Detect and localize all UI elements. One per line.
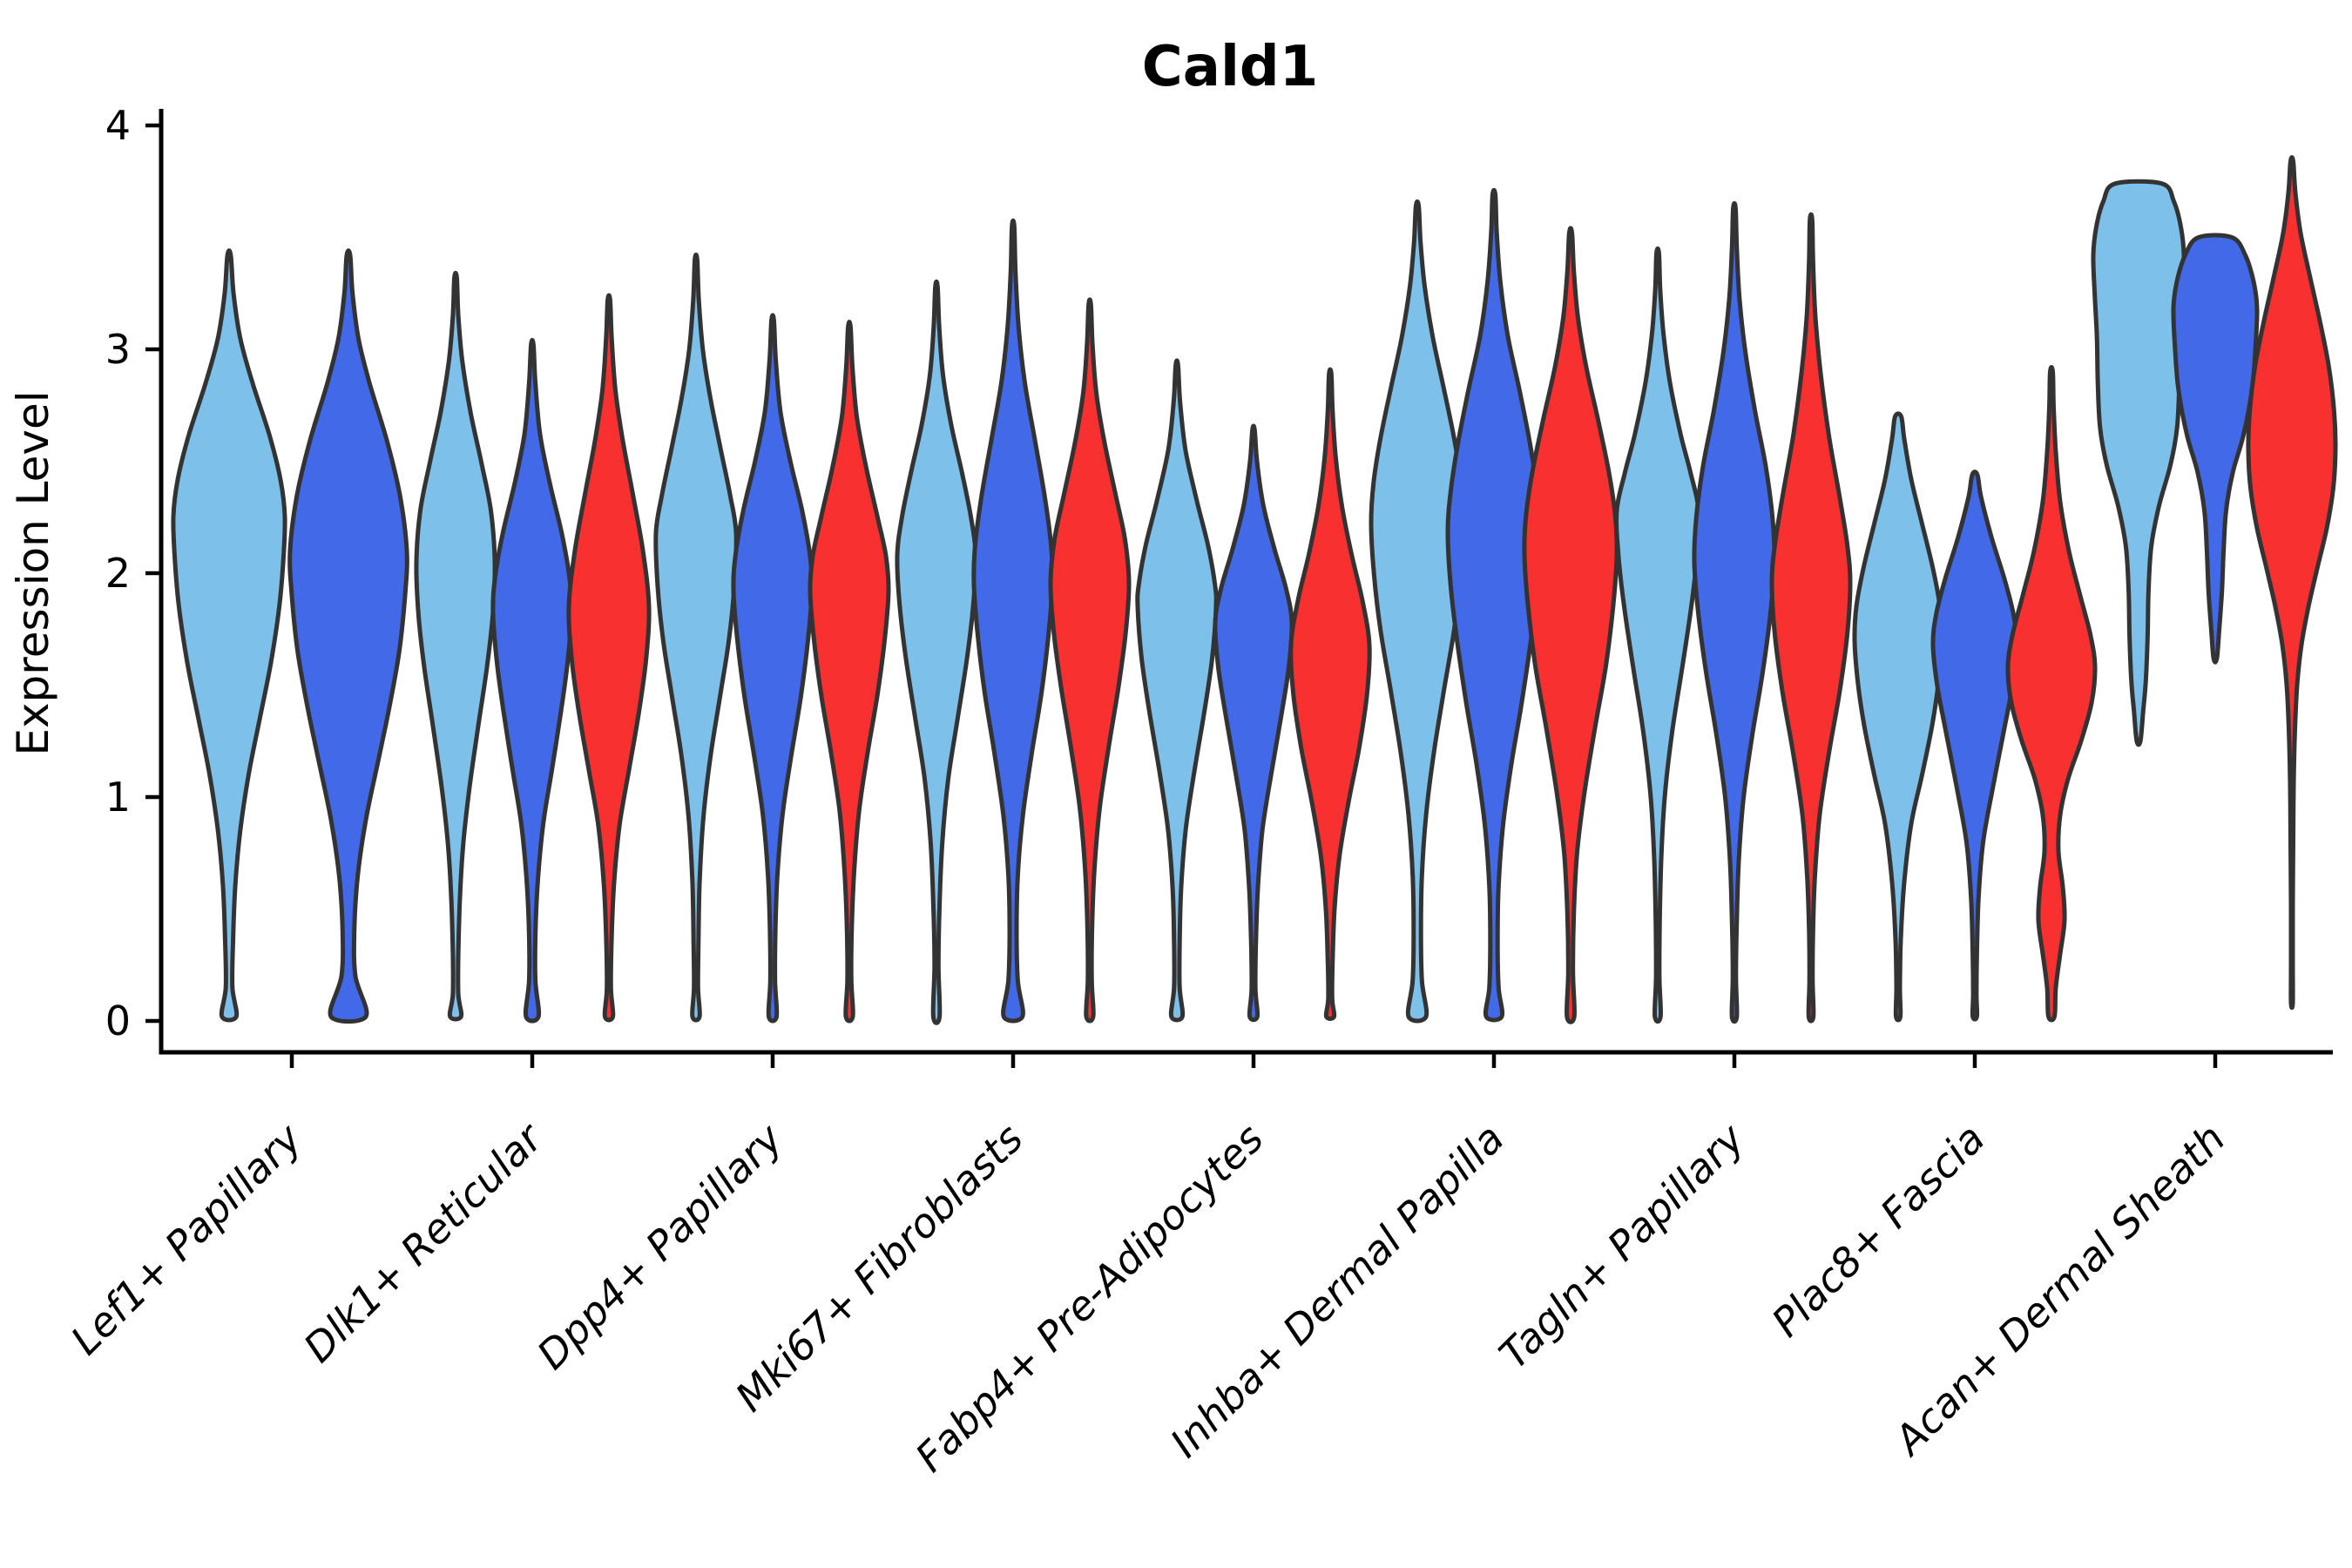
x-tick-label: Plac8+ Fascia: [1762, 1115, 1993, 1346]
violin-tagln-skyblue: [1614, 246, 1701, 1024]
y-tick-label: 4: [105, 102, 131, 149]
chart-title: Cald1: [1142, 35, 1318, 99]
violin-fabp4-royalblue: [1213, 423, 1294, 1023]
y-tick-label: 1: [105, 774, 131, 821]
violin-inhba-red: [1522, 226, 1619, 1024]
x-tick-label: Dlk1+ Reticular: [294, 1112, 553, 1371]
violin-acan-skyblue: [2091, 179, 2186, 747]
violin-mki67-skyblue: [895, 279, 978, 1025]
violin-dpp4-skyblue: [653, 252, 739, 1023]
y-tick-label: 2: [105, 550, 131, 597]
x-tick-labels: Lef1+ Papillary Dlk1+ Reticular Dpp4+ Pa…: [62, 1112, 2234, 1481]
violin-fabp4-red: [1288, 367, 1372, 1021]
y-tick-label: 0: [105, 997, 131, 1044]
violin-tagln-red: [1769, 212, 1853, 1024]
x-tick-label: Lef1+ Papillary: [62, 1114, 311, 1363]
violins-layer: [171, 155, 2338, 1025]
violin-mki67-red: [1048, 297, 1132, 1024]
violin-plac8-royalblue: [1930, 470, 2019, 1022]
violin-inhba-skyblue: [1369, 199, 1466, 1024]
x-tick-label: Dpp4+ Papillary: [528, 1114, 792, 1378]
violin-dlk1-skyblue: [414, 270, 497, 1022]
axes-layer: [145, 109, 2333, 1068]
violin-dlk1-royalblue: [490, 337, 574, 1024]
violin-dpp4-royalblue: [731, 313, 814, 1024]
y-tick-label: 3: [105, 326, 131, 373]
violin-lef1-royalblue: [287, 248, 409, 1024]
violin-acan-royalblue: [2171, 233, 2260, 665]
violin-mki67-royalblue: [971, 218, 1055, 1024]
violin-lef1-skyblue: [171, 248, 287, 1023]
y-axis-label: Expression Level: [8, 390, 58, 755]
violin-dpp4-red: [808, 320, 891, 1024]
violin-dlk1-red: [566, 293, 652, 1023]
violin-acan-red: [2246, 155, 2338, 1010]
violin-fabp4-skyblue: [1135, 358, 1219, 1023]
violin-plac8-red: [2005, 365, 2098, 1023]
violin-tagln-royalblue: [1692, 200, 1777, 1024]
violin-plac8-skyblue: [1852, 411, 1944, 1023]
y-tick-labels: 0 1 2 3 4: [105, 102, 131, 1044]
x-tick-label: Tagln+ Papillary: [1490, 1114, 1754, 1378]
